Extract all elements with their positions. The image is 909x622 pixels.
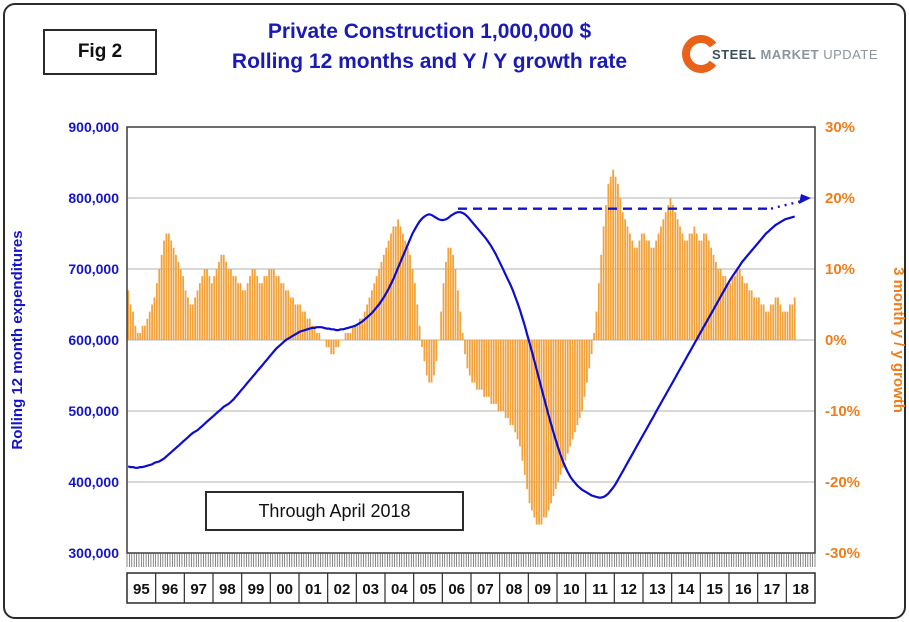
right-tick-label: -10% xyxy=(825,403,860,420)
logo-word-steel: STEEL xyxy=(711,46,757,62)
right-tick-label: 0% xyxy=(825,332,847,349)
smu-logo: STEEL MARKET UPDATE xyxy=(678,31,878,77)
expenditures-line xyxy=(127,211,796,499)
year-label: 05 xyxy=(420,581,437,598)
year-label: 10 xyxy=(563,581,580,598)
left-tick-label: 700,000 xyxy=(68,261,119,277)
year-label: 17 xyxy=(764,581,781,598)
year-label: 12 xyxy=(620,581,637,598)
year-label: 13 xyxy=(649,581,666,598)
left-tick-label: 300,000 xyxy=(68,545,119,561)
left-tick-label: 500,000 xyxy=(68,403,119,419)
chart-area: 900,000 800,000 700,000 600,000 500,000 400,0… xyxy=(5,105,909,622)
year-label: 96 xyxy=(162,581,179,598)
chart-title: Private Construction 1,000,000 $ Rolling… xyxy=(155,17,704,78)
logo-word-market: MARKET xyxy=(760,46,820,62)
year-label: 14 xyxy=(678,581,695,598)
chart-title-line2: Rolling 12 months and Y / Y growth rate xyxy=(231,50,628,74)
year-label: 16 xyxy=(735,581,752,598)
year-label: 11 xyxy=(592,581,608,598)
year-axis xyxy=(126,572,816,604)
annotation-text: Through April 2018 xyxy=(258,500,411,521)
year-label: 00 xyxy=(276,581,293,598)
left-tick-label: 400,000 xyxy=(68,474,119,490)
year-label: 98 xyxy=(219,581,236,598)
year-label: 07 xyxy=(477,581,494,598)
year-label: 95 xyxy=(133,581,150,598)
logo-text: STEEL MARKET UPDATE xyxy=(712,47,878,62)
year-label: 02 xyxy=(334,581,351,598)
year-label: 08 xyxy=(506,581,523,598)
growth-bars xyxy=(127,169,796,525)
left-axis-title: Rolling 12 month expenditures xyxy=(9,230,26,449)
year-label: 15 xyxy=(706,581,723,598)
month-ticks xyxy=(126,553,816,567)
year-label: 04 xyxy=(391,581,408,598)
annotation-box: Through April 2018 xyxy=(205,491,464,531)
fig-label-box: Fig 2 xyxy=(43,29,157,75)
left-tick-label: 600,000 xyxy=(68,332,119,348)
right-tick-label: 20% xyxy=(825,190,855,207)
year-label: 99 xyxy=(248,581,265,598)
right-tick-label: 10% xyxy=(825,261,855,278)
right-tick-label: -20% xyxy=(825,474,860,491)
year-label: 06 xyxy=(448,581,465,598)
main-chart: 900,000 800,000 700,000 600,000 500,000 400,0… xyxy=(9,119,907,604)
crescent-icon xyxy=(681,35,720,73)
fig-label: Fig 2 xyxy=(77,41,123,62)
projection-arrow xyxy=(458,194,811,210)
year-label: 01 xyxy=(305,581,322,598)
gridlines xyxy=(127,197,815,483)
right-tick-label: -30% xyxy=(825,545,860,562)
right-axis-title: 3 month y / y growth xyxy=(890,267,907,413)
right-tick-label: 30% xyxy=(825,119,855,136)
left-tick-label: 900,000 xyxy=(68,119,119,135)
year-label: 09 xyxy=(534,581,551,598)
logo-word-update: UPDATE xyxy=(823,46,878,62)
year-label: 97 xyxy=(190,581,207,598)
year-label: 03 xyxy=(362,581,379,598)
year-label: 18 xyxy=(792,581,809,598)
outer-frame: Fig 2 Private Construction 1,000,000 $ R… xyxy=(3,3,909,622)
left-tick-label: 800,000 xyxy=(68,190,119,206)
chart-title-line1: Private Construction 1,000,000 $ xyxy=(267,20,592,43)
